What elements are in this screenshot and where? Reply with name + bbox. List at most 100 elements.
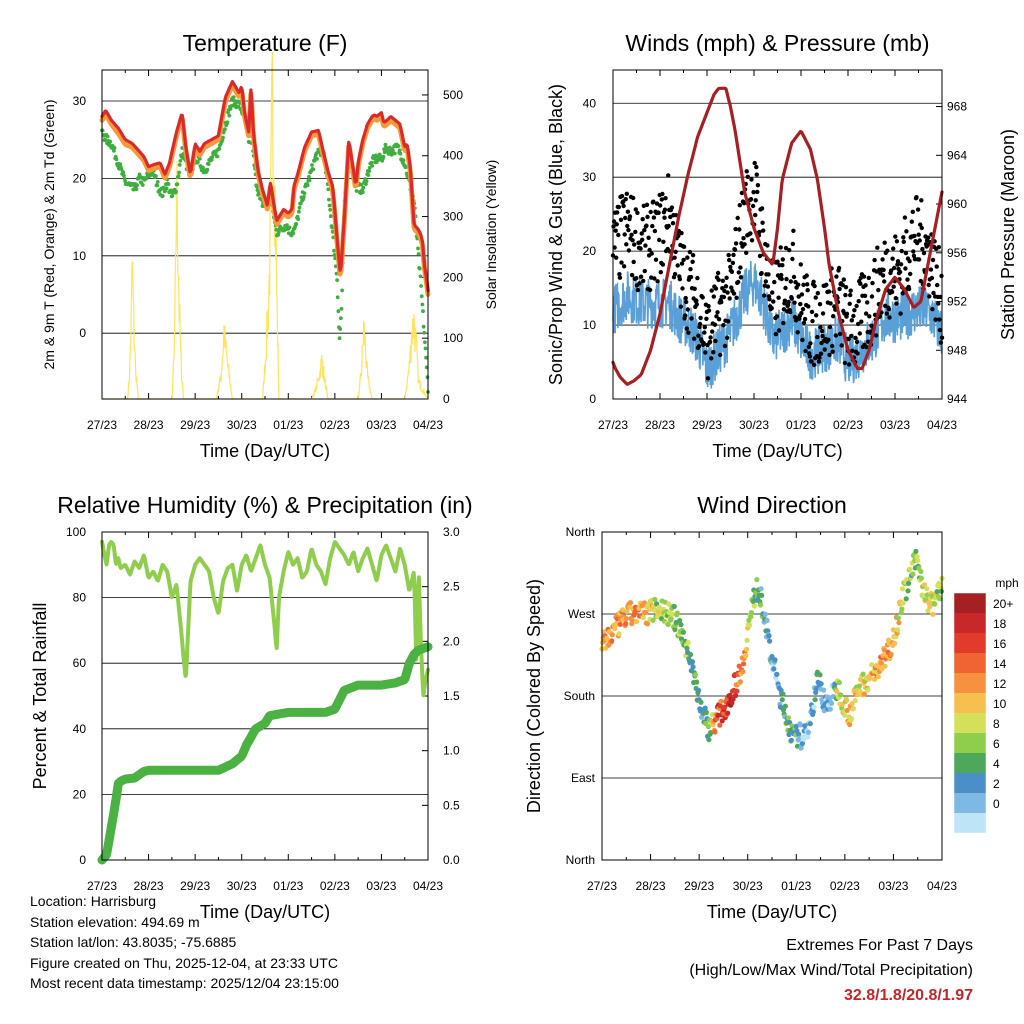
y-tick-label: 20 bbox=[73, 171, 87, 185]
gust-point bbox=[695, 275, 700, 281]
y2-tick-label: 1.0 bbox=[443, 744, 460, 758]
gust-point bbox=[679, 261, 685, 266]
gust-point bbox=[881, 267, 886, 273]
y2-tick-label: 952 bbox=[947, 295, 967, 309]
gust-point bbox=[757, 229, 762, 235]
gust-point bbox=[625, 223, 630, 229]
y-axis-label: 2m & 9m T (Red, Orange) & 2m Td (Green) bbox=[41, 100, 57, 370]
gust-point bbox=[799, 311, 804, 316]
direction-point bbox=[703, 709, 710, 716]
gust-point bbox=[817, 302, 823, 307]
colorbar-label: 14 bbox=[993, 657, 1007, 671]
direction-point bbox=[936, 580, 942, 586]
gust-point bbox=[760, 220, 765, 225]
direction-point bbox=[650, 617, 656, 623]
gust-point bbox=[724, 335, 730, 340]
dewpoint-point bbox=[297, 209, 301, 214]
colorbar-swatch bbox=[954, 793, 986, 813]
dewpoint-point bbox=[105, 134, 110, 139]
gust-point bbox=[627, 214, 633, 219]
y2-tick-label: 944 bbox=[947, 392, 967, 406]
gust-point bbox=[895, 259, 901, 264]
gust-point bbox=[880, 257, 885, 262]
gust-point bbox=[819, 328, 825, 334]
gust-point bbox=[888, 268, 894, 273]
gust-point bbox=[687, 249, 693, 255]
gust-point bbox=[681, 257, 686, 263]
gust-point bbox=[648, 209, 653, 215]
gust-point bbox=[742, 242, 747, 247]
wind-direction-panel: Wind Direction 27/23 28/23 29/23 30/23 01/23 0… bbox=[524, 492, 957, 922]
gust-point bbox=[872, 257, 877, 263]
gust-point bbox=[690, 259, 695, 264]
gust-point bbox=[899, 248, 904, 254]
gust-point bbox=[914, 195, 919, 200]
x-tick-label: 28/23 bbox=[645, 418, 675, 432]
direction-point bbox=[797, 722, 804, 728]
x-axis-label: Time (Day/UTC) bbox=[200, 441, 330, 461]
gust-point bbox=[903, 250, 909, 256]
gust-point bbox=[801, 282, 806, 287]
gust-point bbox=[806, 344, 811, 350]
gust-point bbox=[774, 314, 780, 319]
gust-point bbox=[809, 309, 815, 315]
gust-point bbox=[800, 307, 806, 312]
x-tick-label: 02/23 bbox=[833, 418, 863, 432]
direction-point bbox=[850, 706, 857, 712]
gust-point bbox=[854, 303, 859, 309]
y-tick-label: 100 bbox=[66, 525, 86, 539]
created-text: Figure created on Thu, 2025-12-04, at 23… bbox=[30, 954, 338, 971]
gust-point bbox=[762, 293, 767, 298]
direction-point bbox=[740, 669, 746, 675]
gust-point bbox=[810, 318, 815, 324]
dewpoint-point bbox=[201, 165, 205, 170]
dewpoint-point bbox=[231, 95, 236, 99]
direction-point bbox=[689, 659, 696, 665]
gust-point bbox=[700, 295, 705, 300]
gust-point bbox=[907, 259, 912, 264]
colorbar-swatch bbox=[954, 713, 986, 733]
gust-point bbox=[916, 232, 921, 237]
gust-point bbox=[786, 299, 791, 305]
direction-point bbox=[757, 602, 764, 608]
dewpoint-point bbox=[332, 248, 336, 253]
gust-point bbox=[798, 262, 803, 267]
direction-point bbox=[677, 617, 683, 624]
gust-point bbox=[822, 347, 827, 352]
gust-point bbox=[639, 231, 644, 236]
gust-point bbox=[875, 245, 880, 250]
y-axis-label: Direction (Colored By Speed) bbox=[524, 579, 544, 813]
gust-point bbox=[614, 255, 619, 260]
gust-point bbox=[755, 183, 761, 188]
gust-point bbox=[637, 281, 642, 286]
gust-point bbox=[694, 302, 699, 307]
dewpoint-point bbox=[302, 195, 306, 199]
gust-point bbox=[863, 311, 869, 316]
gust-point bbox=[676, 233, 681, 239]
gust-point bbox=[917, 238, 922, 243]
y-tick-label: 0 bbox=[79, 853, 86, 867]
direction-point bbox=[915, 557, 921, 564]
direction-point bbox=[617, 621, 623, 628]
gust-point bbox=[876, 287, 881, 293]
gust-point bbox=[921, 250, 927, 256]
gust-point bbox=[865, 300, 870, 305]
gust-point bbox=[837, 286, 842, 292]
gust-point bbox=[767, 297, 772, 302]
x-tick-label: 03/23 bbox=[878, 879, 908, 893]
gust-point bbox=[844, 311, 850, 316]
colorbar-swatch bbox=[954, 613, 986, 633]
direction-point bbox=[751, 603, 758, 609]
colorbar-swatch bbox=[954, 633, 986, 653]
colorbar-swatch bbox=[954, 773, 986, 793]
gust-point bbox=[647, 287, 653, 293]
direction-point bbox=[762, 611, 768, 618]
gust-point bbox=[882, 279, 887, 284]
direction-point bbox=[818, 681, 824, 687]
gust-point bbox=[708, 335, 713, 340]
gust-point bbox=[765, 284, 771, 289]
direction-point bbox=[733, 692, 739, 699]
gust-point bbox=[784, 276, 789, 282]
y2-tick-label: 100 bbox=[443, 331, 463, 345]
colorbar-swatch bbox=[954, 673, 986, 693]
